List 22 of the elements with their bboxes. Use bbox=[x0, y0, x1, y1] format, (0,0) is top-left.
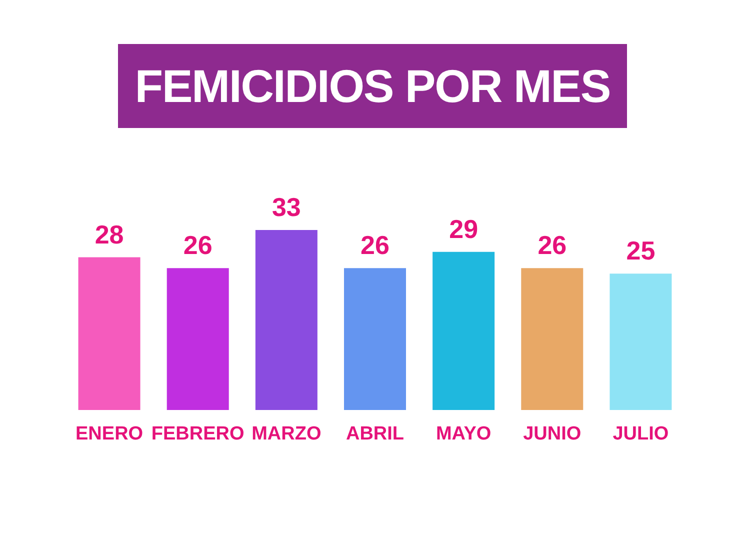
x-tick-label: MARZO bbox=[252, 424, 322, 444]
x-tick-label: FEBRERO bbox=[151, 424, 244, 444]
bar bbox=[521, 268, 584, 410]
data-label: 26 bbox=[360, 230, 390, 260]
bar bbox=[78, 257, 140, 410]
bar bbox=[344, 268, 406, 410]
bar bbox=[432, 252, 495, 410]
data-label: 28 bbox=[94, 219, 124, 250]
data-label: 25 bbox=[626, 236, 656, 266]
data-label: 26 bbox=[538, 230, 567, 260]
bar bbox=[166, 268, 229, 410]
bar bbox=[255, 230, 318, 410]
data-label: 26 bbox=[183, 230, 212, 260]
x-tick-label: ABRIL bbox=[346, 424, 404, 444]
bar bbox=[610, 274, 672, 410]
x-tick-label: JUNIO bbox=[523, 424, 582, 444]
data-label: 29 bbox=[449, 214, 478, 244]
data-label: 33 bbox=[272, 192, 301, 222]
x-tick-label: JULIO bbox=[612, 424, 669, 444]
chart-title: FEMICIDIOS POR MES bbox=[118, 44, 627, 128]
x-tick-label: MAYO bbox=[436, 424, 492, 444]
x-tick-label: ENERO bbox=[75, 424, 144, 444]
